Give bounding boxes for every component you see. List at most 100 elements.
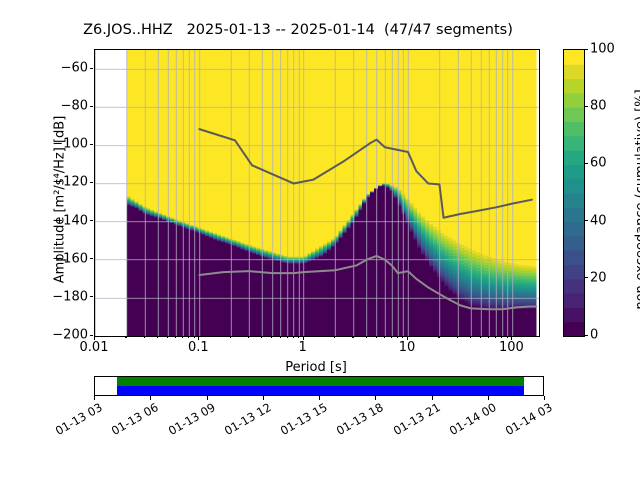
x-tick-mark (390, 336, 392, 339)
x-tick-mark (375, 336, 377, 339)
colorbar-gradient (564, 50, 584, 336)
x-tick-mark (188, 336, 190, 339)
coverage-fill (116, 377, 525, 395)
colorbar-tick-mark (584, 162, 588, 164)
y-tick-mark (89, 67, 93, 69)
y-tick-label: −160 (52, 251, 88, 267)
colorbar-tick-mark (584, 105, 588, 107)
time-tick-mark (375, 396, 377, 400)
colorbar[interactable] (563, 49, 585, 337)
time-tick-mark (206, 396, 208, 400)
y-tick-label: −60 (60, 60, 88, 76)
x-tick-label: 0.1 (187, 340, 209, 355)
colorbar-tick-mark (584, 48, 588, 50)
x-tick-mark (292, 336, 294, 339)
time-tick-mark (544, 396, 545, 400)
x-tick-mark (352, 336, 354, 339)
time-tick-label: 01-13 06 (109, 400, 161, 438)
x-axis-label: Period [s] (285, 360, 347, 375)
x-tick-mark (248, 336, 250, 339)
data-coverage-bar[interactable] (94, 376, 544, 396)
coverage-segment-top (116, 377, 525, 386)
colorbar-tick-label: 100 (590, 41, 615, 57)
x-tick-mark (143, 336, 145, 339)
time-tick-mark (94, 396, 95, 400)
x-tick-mark (286, 336, 288, 339)
time-tick-label: 01-13 18 (334, 400, 386, 438)
x-tick-mark (438, 336, 440, 339)
colorbar-tick-label: 80 (590, 98, 607, 114)
coverage-segment-bottom (116, 386, 525, 395)
y-tick-mark (89, 296, 93, 298)
y-tick-mark (89, 181, 93, 184)
colorbar-tick-label: 0 (590, 327, 599, 343)
y-tick-mark (89, 258, 93, 260)
time-tick-mark (319, 396, 320, 400)
y-tick-label: −180 (52, 289, 88, 305)
x-tick-mark (469, 336, 471, 339)
time-tick-label: 01-13 12 (221, 400, 274, 438)
time-tick-label: 01-14 03 (502, 400, 555, 438)
y-axis-label: Amplitude [m²/s⁴/Hz] [dB] (52, 115, 68, 284)
colorbar-tick-label: 20 (590, 270, 607, 286)
x-tick-mark (495, 336, 497, 339)
x-tick-mark (166, 336, 169, 339)
noise-model-lines-canvas (95, 50, 539, 336)
time-tick-label: 01-13 21 (390, 400, 443, 438)
y-tick-label: −100 (52, 136, 88, 152)
x-tick-mark (271, 336, 273, 339)
page-title: Z6.JOS..HHZ 2025-01-13 -- 2025-01-14 (47… (83, 22, 513, 38)
y-tick-label: −140 (52, 213, 88, 229)
x-tick-mark (383, 336, 385, 339)
y-tick-mark (89, 220, 93, 222)
x-tick-label: 0.01 (79, 340, 109, 355)
x-tick-mark (334, 336, 336, 339)
colorbar-tick-label: 40 (590, 213, 607, 229)
time-tick-label: 01-14 00 (446, 400, 499, 438)
x-tick-mark (156, 336, 158, 339)
colorbar-label: non-exceedance (cumulative) [%] (633, 89, 640, 310)
y-tick-mark (89, 334, 93, 336)
x-tick-mark (125, 336, 127, 339)
time-tick-mark (487, 396, 489, 400)
x-tick-mark (297, 336, 299, 339)
y-tick-label: −120 (52, 174, 88, 190)
colorbar-tick-mark (584, 334, 588, 336)
x-tick-mark (396, 336, 398, 339)
colorbar-tick-mark (584, 220, 588, 222)
x-tick-label: 100 (498, 340, 524, 355)
y-tick-mark (89, 143, 93, 145)
time-tick-mark (431, 396, 433, 400)
time-tick-label: 01-13 15 (277, 400, 330, 438)
colorbar-tick-label: 60 (590, 155, 607, 171)
y-tick-label: −80 (60, 98, 88, 114)
ppsd-plot-area[interactable] (94, 49, 540, 337)
x-tick-mark (279, 336, 281, 339)
time-tick-mark (150, 396, 152, 400)
colorbar-tick-mark (584, 277, 588, 279)
x-tick-mark (365, 336, 367, 339)
x-tick-mark (402, 336, 404, 339)
x-tick-mark (261, 336, 263, 339)
x-tick-mark (302, 336, 304, 340)
y-tick-mark (89, 105, 93, 107)
x-tick-mark (511, 336, 513, 340)
x-tick-mark (193, 336, 195, 339)
x-tick-mark (488, 336, 490, 339)
x-tick-mark (479, 336, 482, 339)
x-tick-mark (175, 336, 177, 339)
x-tick-label: 1 (298, 340, 307, 355)
x-tick-mark (229, 336, 231, 339)
x-tick-label: 10 (398, 340, 416, 355)
x-tick-mark (456, 336, 458, 339)
y-tick-label: −200 (52, 327, 88, 343)
x-tick-mark (94, 336, 96, 340)
x-tick-mark (506, 336, 508, 339)
time-tick-label: 01-13 09 (165, 400, 218, 438)
x-tick-mark (182, 336, 184, 339)
time-tick-mark (262, 396, 264, 400)
x-tick-mark (198, 336, 200, 340)
x-tick-mark (501, 336, 503, 339)
x-tick-mark (407, 336, 409, 340)
